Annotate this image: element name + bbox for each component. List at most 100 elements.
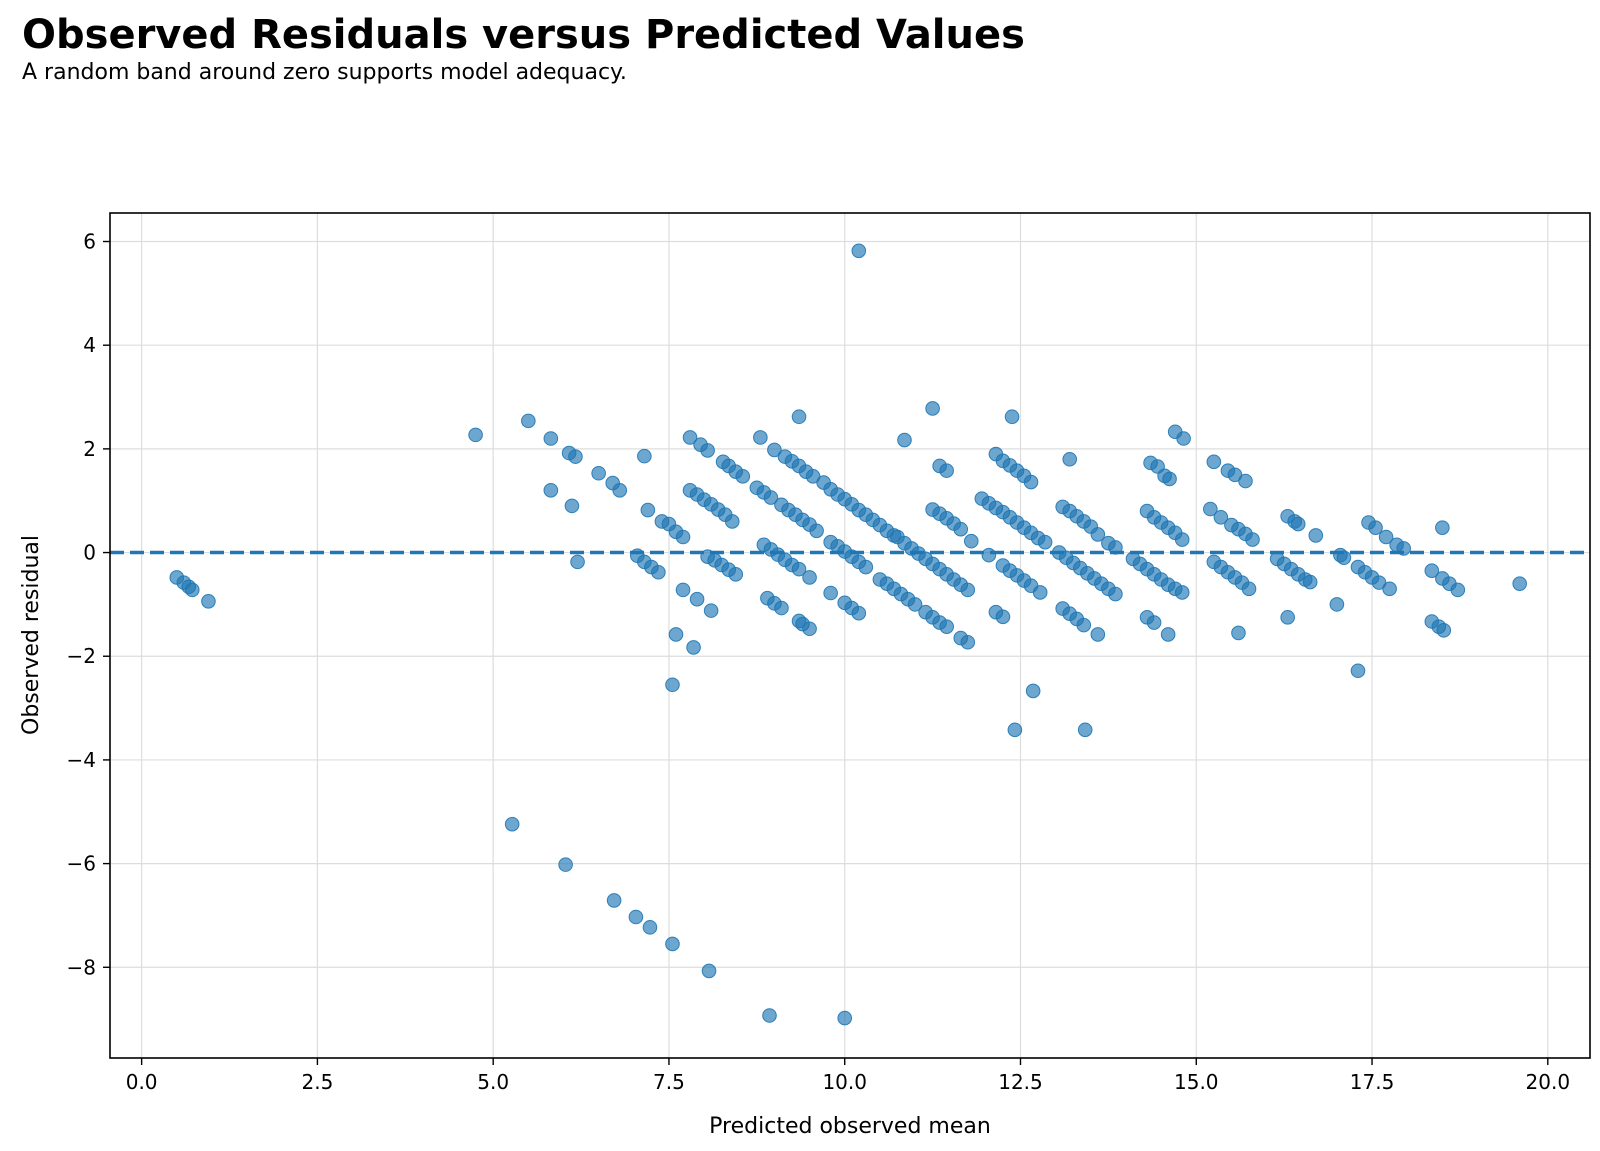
scatter-point	[637, 448, 652, 464]
scatter-point	[543, 483, 559, 498]
scatter-point	[675, 529, 691, 545]
scatter-point	[1302, 574, 1318, 590]
scatter-point	[468, 427, 483, 443]
scatter-point	[628, 909, 644, 925]
scatter-point	[791, 409, 807, 425]
scatter-point	[1090, 527, 1106, 542]
scatter-point	[1450, 582, 1466, 598]
x-tick-label: 15.0	[1174, 1070, 1219, 1094]
scatter-point	[1329, 597, 1345, 612]
scatter-point	[960, 582, 976, 598]
scatter-point	[1037, 534, 1053, 550]
scatter-point	[1108, 540, 1123, 555]
scatter-point	[724, 514, 740, 529]
x-tick-label: 10.0	[822, 1070, 867, 1094]
grid-lines	[110, 213, 1590, 1058]
scatter-point	[1203, 501, 1218, 517]
x-tick-label: 7.5	[653, 1070, 685, 1094]
scatter-point	[564, 498, 580, 514]
scatter-point	[1396, 541, 1411, 556]
scatter-point	[753, 430, 768, 445]
scatter-point	[1308, 528, 1324, 543]
scatter-point	[703, 603, 719, 618]
scatter-point	[858, 559, 874, 575]
chart-title: Observed Residuals versus Predicted Valu…	[22, 12, 1025, 58]
scatter-point	[1108, 586, 1123, 602]
scatter-point	[728, 567, 744, 582]
scatter-point	[774, 600, 789, 616]
scatter-point	[1238, 473, 1253, 489]
scatter-point	[1512, 576, 1527, 591]
scatter-point	[1162, 471, 1177, 487]
scatter-point	[802, 621, 817, 637]
scatter-point	[851, 605, 867, 621]
scatter-point	[762, 1008, 777, 1023]
x-tick-label: 17.5	[1350, 1070, 1395, 1094]
scatter-point	[1160, 627, 1176, 642]
scatter-point	[763, 490, 779, 505]
y-tick-label: 2	[83, 437, 96, 461]
scatter-point	[963, 533, 979, 549]
scatter-point	[1077, 722, 1093, 738]
scatter-point	[925, 401, 940, 416]
scatter-point	[907, 597, 923, 612]
scatter-point	[612, 483, 628, 498]
scatter-point	[558, 857, 573, 872]
scatter-point	[960, 634, 976, 650]
scatter-point	[543, 431, 559, 446]
scatter-point	[651, 564, 666, 580]
x-tick-label: 12.5	[998, 1070, 1043, 1094]
scatter-point	[1350, 663, 1366, 679]
scatter-point	[686, 640, 701, 655]
scatter-point	[1213, 510, 1229, 525]
scatter-point	[591, 465, 606, 481]
scatter-point	[1090, 627, 1106, 642]
y-tick-label: −2	[67, 644, 96, 668]
scatter-point	[1025, 683, 1041, 699]
scatter-point	[1435, 520, 1450, 535]
x-tick-label: 20.0	[1526, 1070, 1571, 1094]
scatter-point	[1174, 532, 1190, 547]
axis-ticks: 0.0 2.5 5.0 7.5 10.0 12.5 15.0 17.5 20.0 −8 −6 −4 −2…	[67, 230, 1571, 1094]
scatter-point	[953, 521, 969, 537]
scatter-point	[701, 963, 717, 979]
x-tick-label: 2.5	[302, 1070, 334, 1094]
scatter-point	[504, 816, 520, 832]
scatter-point	[640, 502, 656, 518]
plot-frame	[109, 212, 1591, 1059]
x-tick-label: 0.0	[126, 1070, 158, 1094]
y-tick-label: −4	[67, 748, 96, 772]
chart-subtitle: A random band around zero supports model…	[22, 60, 627, 85]
y-tick-label: 6	[83, 230, 96, 254]
y-axis-label: Observed residual	[19, 535, 44, 735]
scatter-point	[1146, 615, 1162, 630]
y-tick-label: 0	[83, 541, 96, 565]
scatter-point	[767, 442, 782, 458]
scatter-point	[184, 582, 200, 598]
scatter-point	[1032, 585, 1048, 600]
scatter-point	[995, 609, 1011, 625]
scatter-point	[939, 463, 954, 478]
scatter-point	[665, 936, 680, 952]
x-tick-label: 5.0	[477, 1070, 509, 1094]
scatter-point	[1368, 520, 1383, 535]
data-points	[169, 243, 1527, 1026]
scatter-point	[682, 430, 698, 445]
scatter-point	[570, 554, 585, 570]
scatter-point	[665, 677, 680, 693]
scatter-point	[668, 627, 684, 642]
scatter-point	[939, 619, 954, 634]
scatter-point	[1174, 585, 1190, 600]
scatter-point	[606, 893, 622, 908]
scatter-point	[791, 561, 807, 577]
scatter-point	[642, 920, 658, 935]
scatter-point	[1290, 516, 1306, 532]
scatter-point	[1378, 529, 1394, 545]
scatter-point	[1436, 623, 1452, 638]
scatter-point	[1424, 563, 1440, 578]
scatter-point	[521, 413, 536, 429]
scatter-point	[1004, 409, 1020, 425]
scatter-point	[802, 570, 817, 585]
scatter-point	[1241, 581, 1257, 597]
